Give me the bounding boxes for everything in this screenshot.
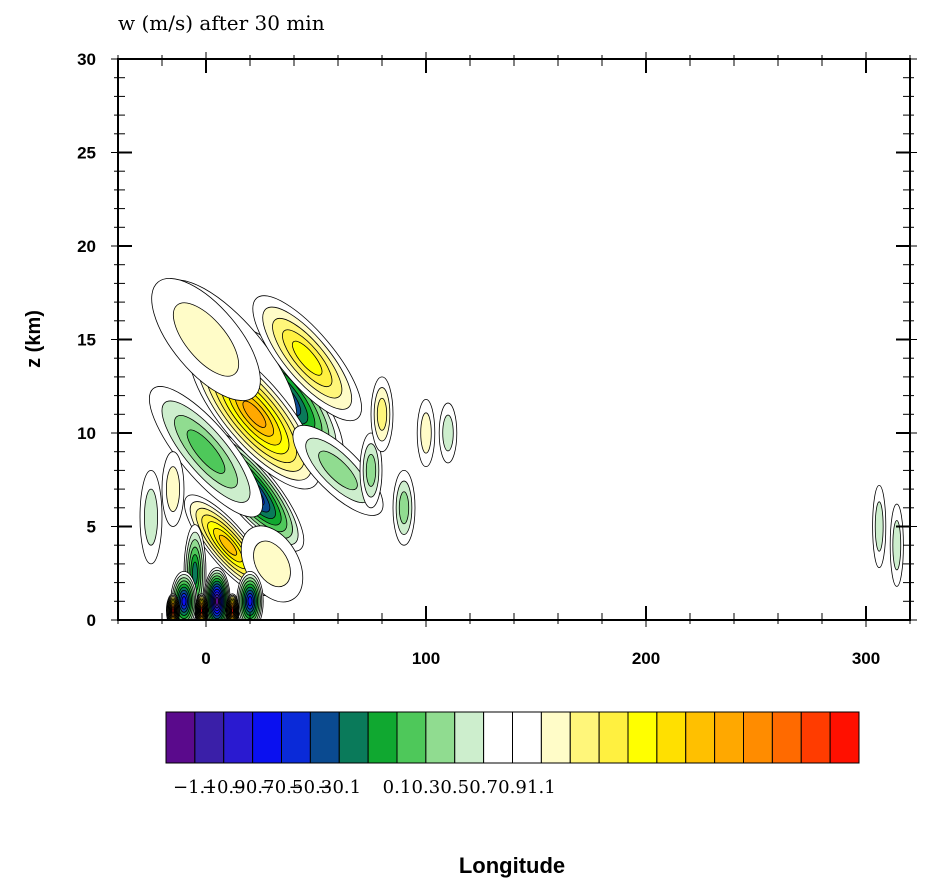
x-tick-label: 200 — [632, 649, 660, 668]
colorbar-label: −0.5 — [260, 777, 304, 798]
contour-level — [218, 534, 238, 556]
colorbar-label: −1.1 — [173, 777, 217, 798]
colorbar-label: 0.7 — [469, 777, 498, 798]
contour-cell — [392, 469, 416, 546]
colorbar-swatch — [194, 711, 225, 764]
x-tick-label: 0 — [201, 649, 210, 668]
y-tick-label: 30 — [77, 50, 96, 69]
y-tick-label: 20 — [77, 237, 96, 256]
contour-level — [143, 488, 158, 546]
colorbar-swatch — [281, 711, 311, 764]
contour-level — [173, 302, 239, 377]
colorbar-swatch — [627, 711, 658, 764]
colorbar-swatch — [223, 711, 254, 764]
x-tick-label: 100 — [412, 649, 440, 668]
contour-cell — [139, 470, 163, 565]
colorbar-label: −0.3 — [289, 777, 333, 798]
y-tick-label: 10 — [77, 424, 96, 443]
contour-cell — [151, 277, 261, 402]
colorbar-label: 0.3 — [412, 777, 441, 798]
contour-cell — [292, 424, 384, 516]
contour-level — [181, 596, 187, 607]
colorbar-swatch — [685, 711, 716, 764]
contour-level — [247, 596, 253, 607]
colorbar-label: −0.9 — [202, 777, 246, 798]
colorbar-label: 1.1 — [527, 777, 556, 798]
contour-cell — [194, 593, 209, 620]
colorbar-swatch — [483, 711, 513, 764]
contour-level — [242, 400, 267, 428]
colorbar-labels: −1.1−0.9−0.7−0.5−0.3−0.1 0.1 0.3 0.5 0.7 0.9 1… — [173, 777, 556, 798]
contour-level — [892, 520, 902, 571]
contour-level — [365, 453, 377, 487]
contour-cell — [236, 570, 264, 620]
y-tick-label: 5 — [87, 518, 96, 537]
colorbar — [165, 711, 860, 764]
colorbar-swatch — [598, 711, 629, 764]
colorbar-swatch — [771, 711, 802, 764]
colorbar-swatch — [800, 711, 831, 764]
contour-level — [291, 340, 323, 376]
colorbar-label: 0.9 — [498, 777, 527, 798]
contour-cell — [359, 432, 383, 509]
colorbar-label: 0.5 — [440, 777, 469, 798]
colorbar-swatch — [512, 711, 542, 764]
x-axis-label: Longitude — [459, 853, 565, 878]
contour-cell — [225, 593, 240, 620]
contour-level — [420, 412, 432, 454]
colorbar-label: −0.7 — [231, 777, 275, 798]
contour-level — [376, 397, 388, 431]
contour-level — [442, 414, 454, 452]
contour-level — [253, 540, 291, 588]
contour-level — [165, 466, 180, 512]
colorbar-swatch — [540, 711, 571, 764]
contour-cell — [416, 398, 436, 468]
contour-cell — [161, 451, 185, 527]
contour-level — [186, 429, 226, 474]
x-axis: 0 100 200 300 — [117, 52, 911, 668]
y-tick-label: 0 — [87, 611, 96, 630]
colorbar-swatch — [454, 711, 485, 764]
x-tick-label: 300 — [852, 649, 880, 668]
y-axis: 0 5 10 15 20 25 30 — [77, 50, 917, 630]
colorbar-swatch — [309, 711, 340, 764]
contour-field — [139, 277, 904, 620]
contour-cell — [183, 524, 207, 620]
contour-cell — [166, 593, 180, 620]
colorbar-swatch — [396, 711, 427, 764]
contour-level — [171, 608, 175, 614]
contour-cell — [438, 402, 458, 464]
colorbar-swatch — [714, 711, 744, 764]
y-tick-label: 25 — [77, 144, 96, 163]
colorbar-label: 0.1 — [383, 777, 412, 798]
colorbar-swatch — [656, 711, 687, 764]
contour-level — [200, 608, 203, 614]
y-tick-label: 15 — [77, 331, 96, 350]
contour-level — [398, 491, 410, 525]
contour-level — [215, 596, 219, 606]
contour-cell — [252, 295, 362, 422]
contour-cell — [370, 376, 394, 453]
colorbar-swatch — [743, 711, 773, 764]
colorbar-swatch — [338, 711, 369, 764]
y-axis-label: z (km) — [23, 310, 45, 368]
colorbar-swatch — [367, 711, 398, 764]
contour-level — [231, 608, 234, 614]
contour-level — [874, 501, 884, 552]
chart-title: w (m/s) after 30 min — [118, 11, 325, 35]
colorbar-swatch — [165, 711, 196, 764]
colorbar-swatch — [829, 711, 860, 764]
contour-cell — [148, 386, 264, 518]
contour-level — [318, 450, 358, 491]
colorbar-label: −0.1 — [317, 777, 361, 798]
colorbar-swatch — [425, 711, 456, 764]
contour-cell — [872, 484, 887, 569]
colorbar-swatch — [252, 711, 282, 764]
colorbar-swatch — [569, 711, 600, 764]
contour-cell — [889, 503, 904, 587]
contour-cell — [203, 567, 231, 620]
